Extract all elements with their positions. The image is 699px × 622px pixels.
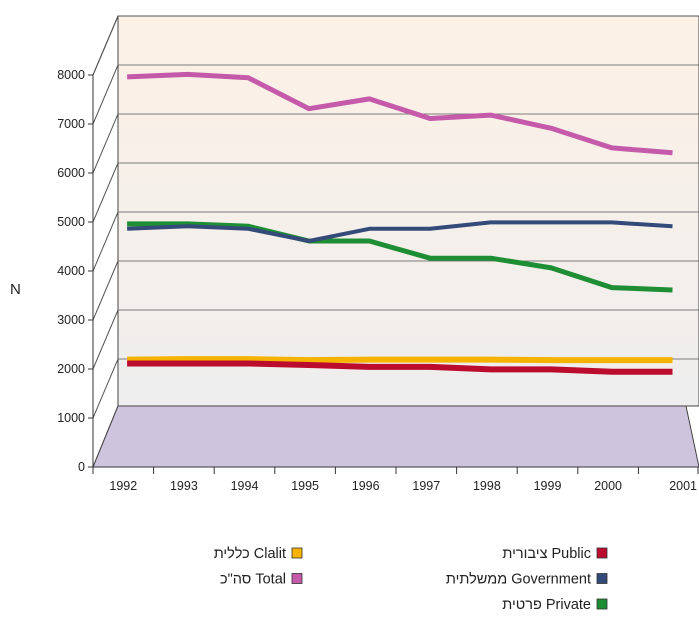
x-tick-label: 2001 [669,479,697,493]
legend-swatch [291,547,303,559]
grid-line-side [92,113,119,174]
floor [92,405,699,468]
legend-label: פרטית Private [502,597,591,613]
y-tick-label: 0 [78,460,85,474]
x-tick-label: 1992 [109,479,137,493]
grid-line-side [92,211,119,272]
legend-label: סה"כ Total [220,572,286,588]
x-tick-label: 2000 [594,479,622,493]
x-axis: 1992 1993 1994 1995 1996 1997 1998 1999 2000 2001 [92,466,699,493]
x-tick-label: 1993 [170,479,198,493]
y-tick-label: 2000 [57,362,85,376]
y-tick-label: 7000 [57,117,85,131]
y-tick-label: 4000 [57,264,85,278]
y-tick-label: 8000 [57,68,85,82]
chart-frame [92,15,699,468]
legend-swatch [596,598,608,610]
y-tick-label: 3000 [57,313,85,327]
back-wall [117,15,699,407]
x-tick-label: 1999 [534,479,562,493]
x-tick-label: 1998 [473,479,501,493]
legend-swatch [596,573,608,584]
legend-label: כללית Clalit [214,545,286,562]
series-line [127,360,673,375]
legend-label: ציבורית Public [502,546,591,562]
series-line [127,220,673,243]
grid-line-side [92,358,119,419]
series-line [127,356,673,364]
grid-line-side [92,162,119,223]
grid-line-side [92,309,119,370]
legend-swatch [596,547,608,559]
y-tick-label: 1000 [57,411,85,425]
y-tick-label: 6000 [57,166,85,180]
grid-line-side [92,64,119,125]
legend: כללית Clalit סה"כ Total ציבורית Public ממשל… [214,545,608,613]
y-axis-label: N [10,281,21,298]
series-line [127,221,673,293]
y-axis: 0 1000 2000 3000 4000 5000 6000 7000 8000 [57,68,94,474]
x-tick-label: 1994 [231,479,259,493]
x-tick-label: 1996 [352,479,380,493]
x-tick-label: 1997 [412,479,440,493]
series-lines [126,71,673,375]
grid-line-side [92,260,119,321]
legend-label: ממשלתית Government [446,571,591,588]
grid-line-side [92,15,119,76]
y-tick-label: 5000 [57,215,85,229]
legend-swatch [291,573,303,584]
x-tick-label: 1995 [291,479,319,493]
series-line [126,71,673,156]
